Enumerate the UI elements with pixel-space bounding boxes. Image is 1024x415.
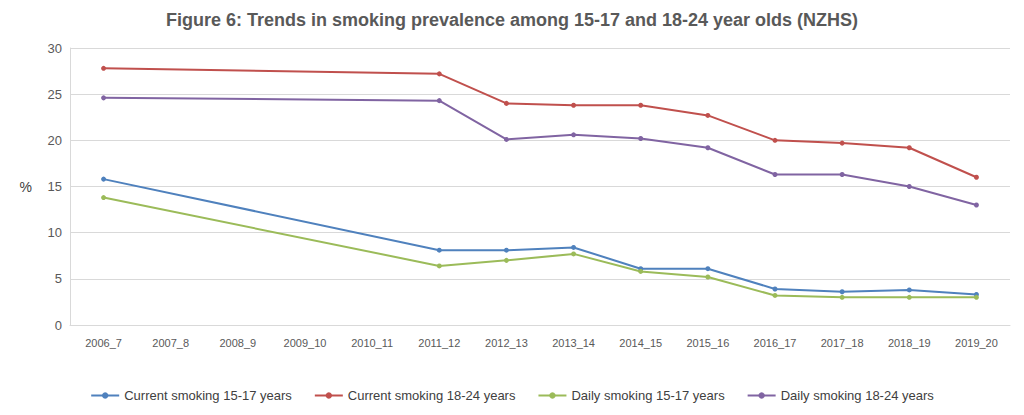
svg-text:2019_20: 2019_20 — [955, 337, 998, 349]
svg-text:2008_9: 2008_9 — [219, 337, 256, 349]
svg-text:Current smoking 18-24 years: Current smoking 18-24 years — [348, 388, 516, 403]
svg-text:2013_14: 2013_14 — [552, 337, 595, 349]
svg-text:2006_7: 2006_7 — [85, 337, 122, 349]
svg-text:2010_11: 2010_11 — [351, 337, 393, 349]
svg-text:25: 25 — [48, 87, 62, 102]
svg-text:2016_17: 2016_17 — [754, 337, 797, 349]
svg-text:10: 10 — [48, 225, 62, 240]
svg-text:2015_16: 2015_16 — [686, 337, 729, 349]
svg-text:2011_12: 2011_12 — [418, 337, 460, 349]
svg-text:Daily smoking 18-24 years: Daily smoking 18-24 years — [781, 388, 935, 403]
svg-text:30: 30 — [48, 41, 62, 56]
svg-text:15: 15 — [48, 179, 62, 194]
svg-text:20: 20 — [48, 133, 62, 148]
svg-text:%: % — [20, 179, 32, 195]
svg-text:2007_8: 2007_8 — [152, 337, 189, 349]
svg-text:2012_13: 2012_13 — [485, 337, 528, 349]
svg-text:Figure 6: Trends in smoking pr: Figure 6: Trends in smoking prevalence a… — [166, 10, 858, 30]
svg-text:0: 0 — [55, 318, 62, 333]
svg-text:Current smoking 15-17 years: Current smoking 15-17 years — [124, 388, 292, 403]
svg-text:5: 5 — [55, 271, 62, 286]
svg-text:2014_15: 2014_15 — [619, 337, 662, 349]
svg-text:Daily smoking 15-17 years: Daily smoking 15-17 years — [571, 388, 725, 403]
svg-text:2018_19: 2018_19 — [888, 337, 931, 349]
svg-text:2017_18: 2017_18 — [821, 337, 864, 349]
svg-text:2009_10: 2009_10 — [284, 337, 327, 349]
